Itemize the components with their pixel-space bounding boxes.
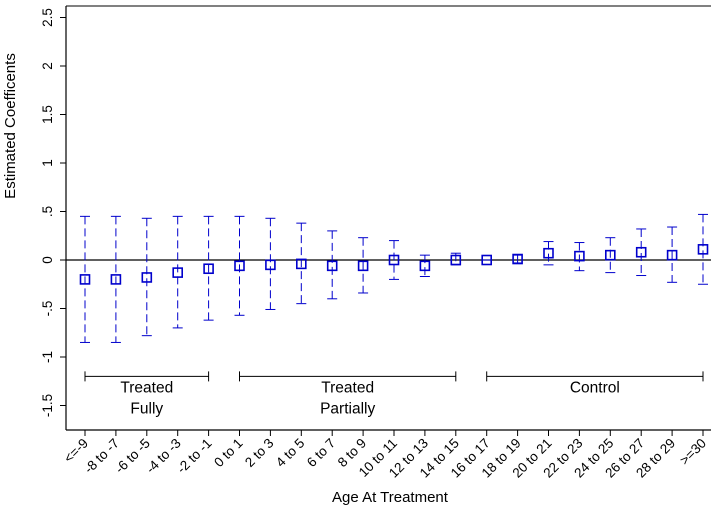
group-label: Partially xyxy=(320,400,375,417)
group-label: Fully xyxy=(130,400,163,417)
point-estimate-marker xyxy=(666,249,678,261)
y-tick-label: -1 xyxy=(40,351,55,363)
x-tick-label: -2 to -1 xyxy=(174,436,215,477)
y-tick-label: 2.5 xyxy=(40,8,55,27)
point-estimate-marker xyxy=(512,253,523,265)
point-estimate-marker xyxy=(419,260,431,272)
point-estimate-marker xyxy=(574,250,585,262)
point-estimate-marker xyxy=(234,260,245,272)
point-estimate-marker xyxy=(543,247,554,259)
point-estimate-marker xyxy=(357,260,369,272)
point-estimate-marker xyxy=(604,249,616,261)
group-label: Treated xyxy=(321,379,374,396)
point-estimate-marker xyxy=(295,258,307,270)
point-estimate-marker xyxy=(450,254,462,266)
point-estimate-marker xyxy=(481,254,493,266)
point-estimate-marker xyxy=(141,272,153,283)
x-tick-label: 6 to 7 xyxy=(304,436,338,470)
point-estimate-marker xyxy=(697,244,709,255)
group-label: Control xyxy=(570,379,620,396)
point-estimate-marker xyxy=(79,274,91,285)
x-axis-label: Age At Treatment xyxy=(332,489,449,506)
point-estimate-marker xyxy=(265,259,276,271)
y-tick-label: 1 xyxy=(40,159,55,167)
y-tick-label: 0 xyxy=(40,256,55,264)
point-estimate-marker xyxy=(635,246,647,258)
point-estimate-marker xyxy=(172,267,183,278)
point-estimate-marker xyxy=(110,274,122,285)
plot-area: -1.5-1-.50.511.522.5<=-9-8 to -7-6 to -5… xyxy=(40,5,711,481)
y-tick-label: 1.5 xyxy=(40,105,55,124)
y-axis-label: Estimated Coefficents xyxy=(2,53,19,199)
point-estimate-marker xyxy=(326,260,338,272)
point-estimate-marker xyxy=(203,263,214,275)
y-tick-label: 2 xyxy=(40,62,55,70)
y-tick-label: -.5 xyxy=(40,301,55,317)
x-tick-label: 0 to 1 xyxy=(211,436,245,470)
x-tick-label: 4 to 5 xyxy=(273,436,307,470)
group-label: Treated xyxy=(120,379,173,396)
x-tick-label: >=30 xyxy=(677,436,709,468)
y-tick-label: .5 xyxy=(40,206,55,217)
point-estimate-marker xyxy=(388,254,400,266)
y-tick-label: -1.5 xyxy=(40,394,55,417)
x-tick-label: 2 to 3 xyxy=(242,436,276,470)
